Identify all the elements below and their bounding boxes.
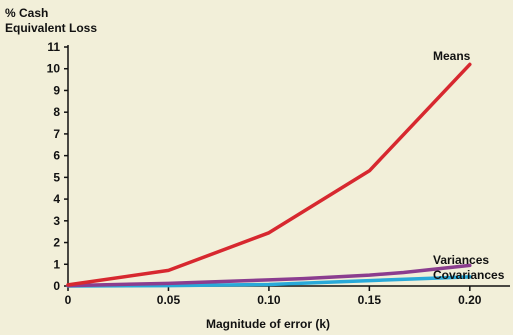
y-tick-label: 5 bbox=[53, 170, 60, 184]
x-tick-label: 0 bbox=[65, 293, 72, 307]
y-tick-label: 4 bbox=[53, 192, 60, 206]
series-label-variances: Variances bbox=[433, 253, 489, 267]
y-tick-label: 10 bbox=[47, 62, 61, 76]
series-line-means bbox=[66, 62, 472, 287]
series-lines bbox=[66, 62, 472, 288]
x-tick-label: 0.05 bbox=[157, 293, 181, 307]
y-axis-title: % Cash Equivalent Loss bbox=[5, 6, 97, 35]
y-tick-label: 1 bbox=[53, 257, 60, 271]
series-line-variances bbox=[66, 263, 472, 288]
y-tick-label: 0 bbox=[53, 279, 60, 293]
series-label-covariances: Covariances bbox=[433, 268, 505, 282]
axes: 0 1 2 3 4 5 6 7 8 9 10 11 0 0.05 0.10 0.15 0.20 bbox=[47, 40, 510, 307]
x-tick-label: 0.20 bbox=[458, 293, 482, 307]
x-tick-label: 0.15 bbox=[358, 293, 382, 307]
y-tick-label: 2 bbox=[53, 236, 60, 250]
x-axis-title: Magnitude of error (k) bbox=[206, 317, 330, 331]
y-tick-label: 7 bbox=[53, 127, 60, 141]
y-tick-label: 9 bbox=[53, 83, 60, 97]
y-tick-label: 3 bbox=[53, 214, 60, 228]
series-label-means: Means bbox=[433, 49, 471, 63]
y-tick-label: 11 bbox=[47, 40, 60, 54]
x-tick-label: 0.10 bbox=[257, 293, 281, 307]
y-tick-label: 6 bbox=[53, 149, 60, 163]
y-axis-title-line-1: % Cash bbox=[5, 6, 48, 20]
y-tick-label: 8 bbox=[53, 105, 60, 119]
y-axis-title-line-2: Equivalent Loss bbox=[5, 21, 97, 35]
